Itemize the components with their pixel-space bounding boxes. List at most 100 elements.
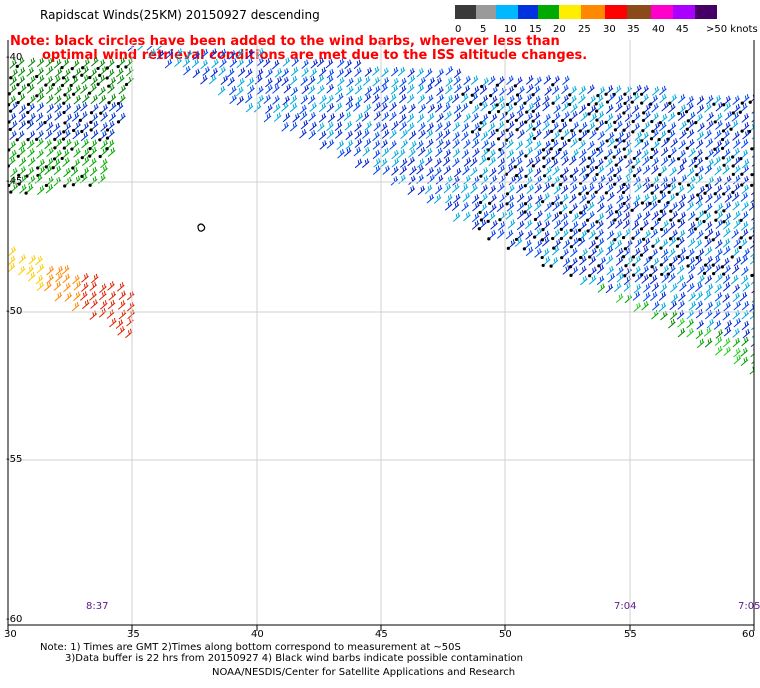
time-label: 8:37 [86,601,109,612]
wind-barb [686,111,696,123]
wind-barb [604,183,614,195]
wind-barb [265,84,273,94]
wind-barb [541,192,550,204]
wind-barb [560,166,570,178]
wind-barb [299,111,308,121]
wind-barb [470,122,480,134]
wind-barb [704,165,713,175]
wind-barb [595,165,605,177]
wind-barb [353,146,362,157]
legend-label: 0 [455,24,462,35]
wind-barb [659,182,669,194]
lat-label: -50 [6,306,23,317]
wind-barb [452,157,460,168]
wind-barb [209,48,218,58]
wind-barb [661,102,669,112]
legend-label: 25 [578,24,591,35]
wind-barb [630,93,640,104]
wind-barb [605,131,615,143]
wind-barb [470,184,478,194]
wind-barb [354,85,363,95]
wind-barb [289,102,298,113]
wind-barb [532,129,542,141]
wind-barb [651,103,659,113]
wind-barb [424,68,433,78]
wind-barb [372,140,381,150]
wind-barb [380,122,388,133]
wind-barb [660,146,669,157]
wind-barb [531,102,541,113]
wind-barb [570,121,580,133]
wind-barb [613,137,623,149]
wind-barb [651,86,660,96]
wind-barb [651,122,661,133]
wind-barb [274,68,283,78]
wind-barb [486,149,496,161]
wind-barb [607,191,615,202]
wind-barb [488,75,496,86]
wind-barb [613,175,622,186]
wind-barb [731,112,740,122]
wind-barb [461,131,469,142]
wind-barb [552,166,560,176]
wind-barb [192,50,201,61]
wind-barb [426,112,435,123]
wind-barb [495,95,505,107]
wind-barb [354,76,363,87]
wind-barb [381,77,390,87]
wind-barb [246,49,254,59]
wind-barb [444,194,453,204]
wind-barb [445,94,454,105]
wind-barb [694,149,703,160]
wind-barb [326,94,334,105]
wind-barb [389,140,397,150]
wind-barb [751,136,754,140]
wind-barb [568,85,578,97]
wind-barb [318,113,327,123]
wind-barb [452,148,461,158]
legend-label: 20 [553,24,566,35]
wind-barb [453,112,462,122]
wind-barb [300,76,308,86]
wind-barb [373,102,382,112]
wind-barb [282,95,291,106]
wind-barb [480,77,490,89]
wind-barb [677,165,685,175]
wind-barb [578,156,587,166]
wind-barb [488,185,497,195]
wind-barb [534,184,543,194]
wind-barb [596,86,606,98]
wind-barb [532,120,542,131]
wind-barb [650,176,660,187]
wind-barb [452,139,460,149]
wind-barb [218,48,227,59]
wind-barb [462,165,470,176]
wind-barb [282,57,291,67]
wind-barb [714,176,722,186]
wind-barb [634,138,642,148]
wind-barb [497,157,506,168]
wind-barb [354,138,363,148]
wind-barb [487,103,497,115]
wind-barb [496,102,506,114]
wind-barb [237,67,246,77]
wind-barb [686,95,695,106]
wind-barb [596,140,605,151]
wind-barb [299,104,307,115]
wind-barb [436,86,444,96]
wind-barb [406,84,415,94]
wind-barb [559,193,569,205]
wind-barb [427,174,435,184]
wind-barb [616,194,624,204]
wind-barb [433,194,442,204]
wind-barb [200,75,208,85]
wind-barb [721,121,731,133]
wind-barb [461,122,470,133]
wind-barb [336,68,345,78]
wind-barb [309,102,318,112]
wind-barb [307,94,316,105]
wind-barb [156,49,165,60]
wind-barb-map [8,46,754,628]
wind-barb [318,130,327,141]
wind-barb [443,103,451,113]
